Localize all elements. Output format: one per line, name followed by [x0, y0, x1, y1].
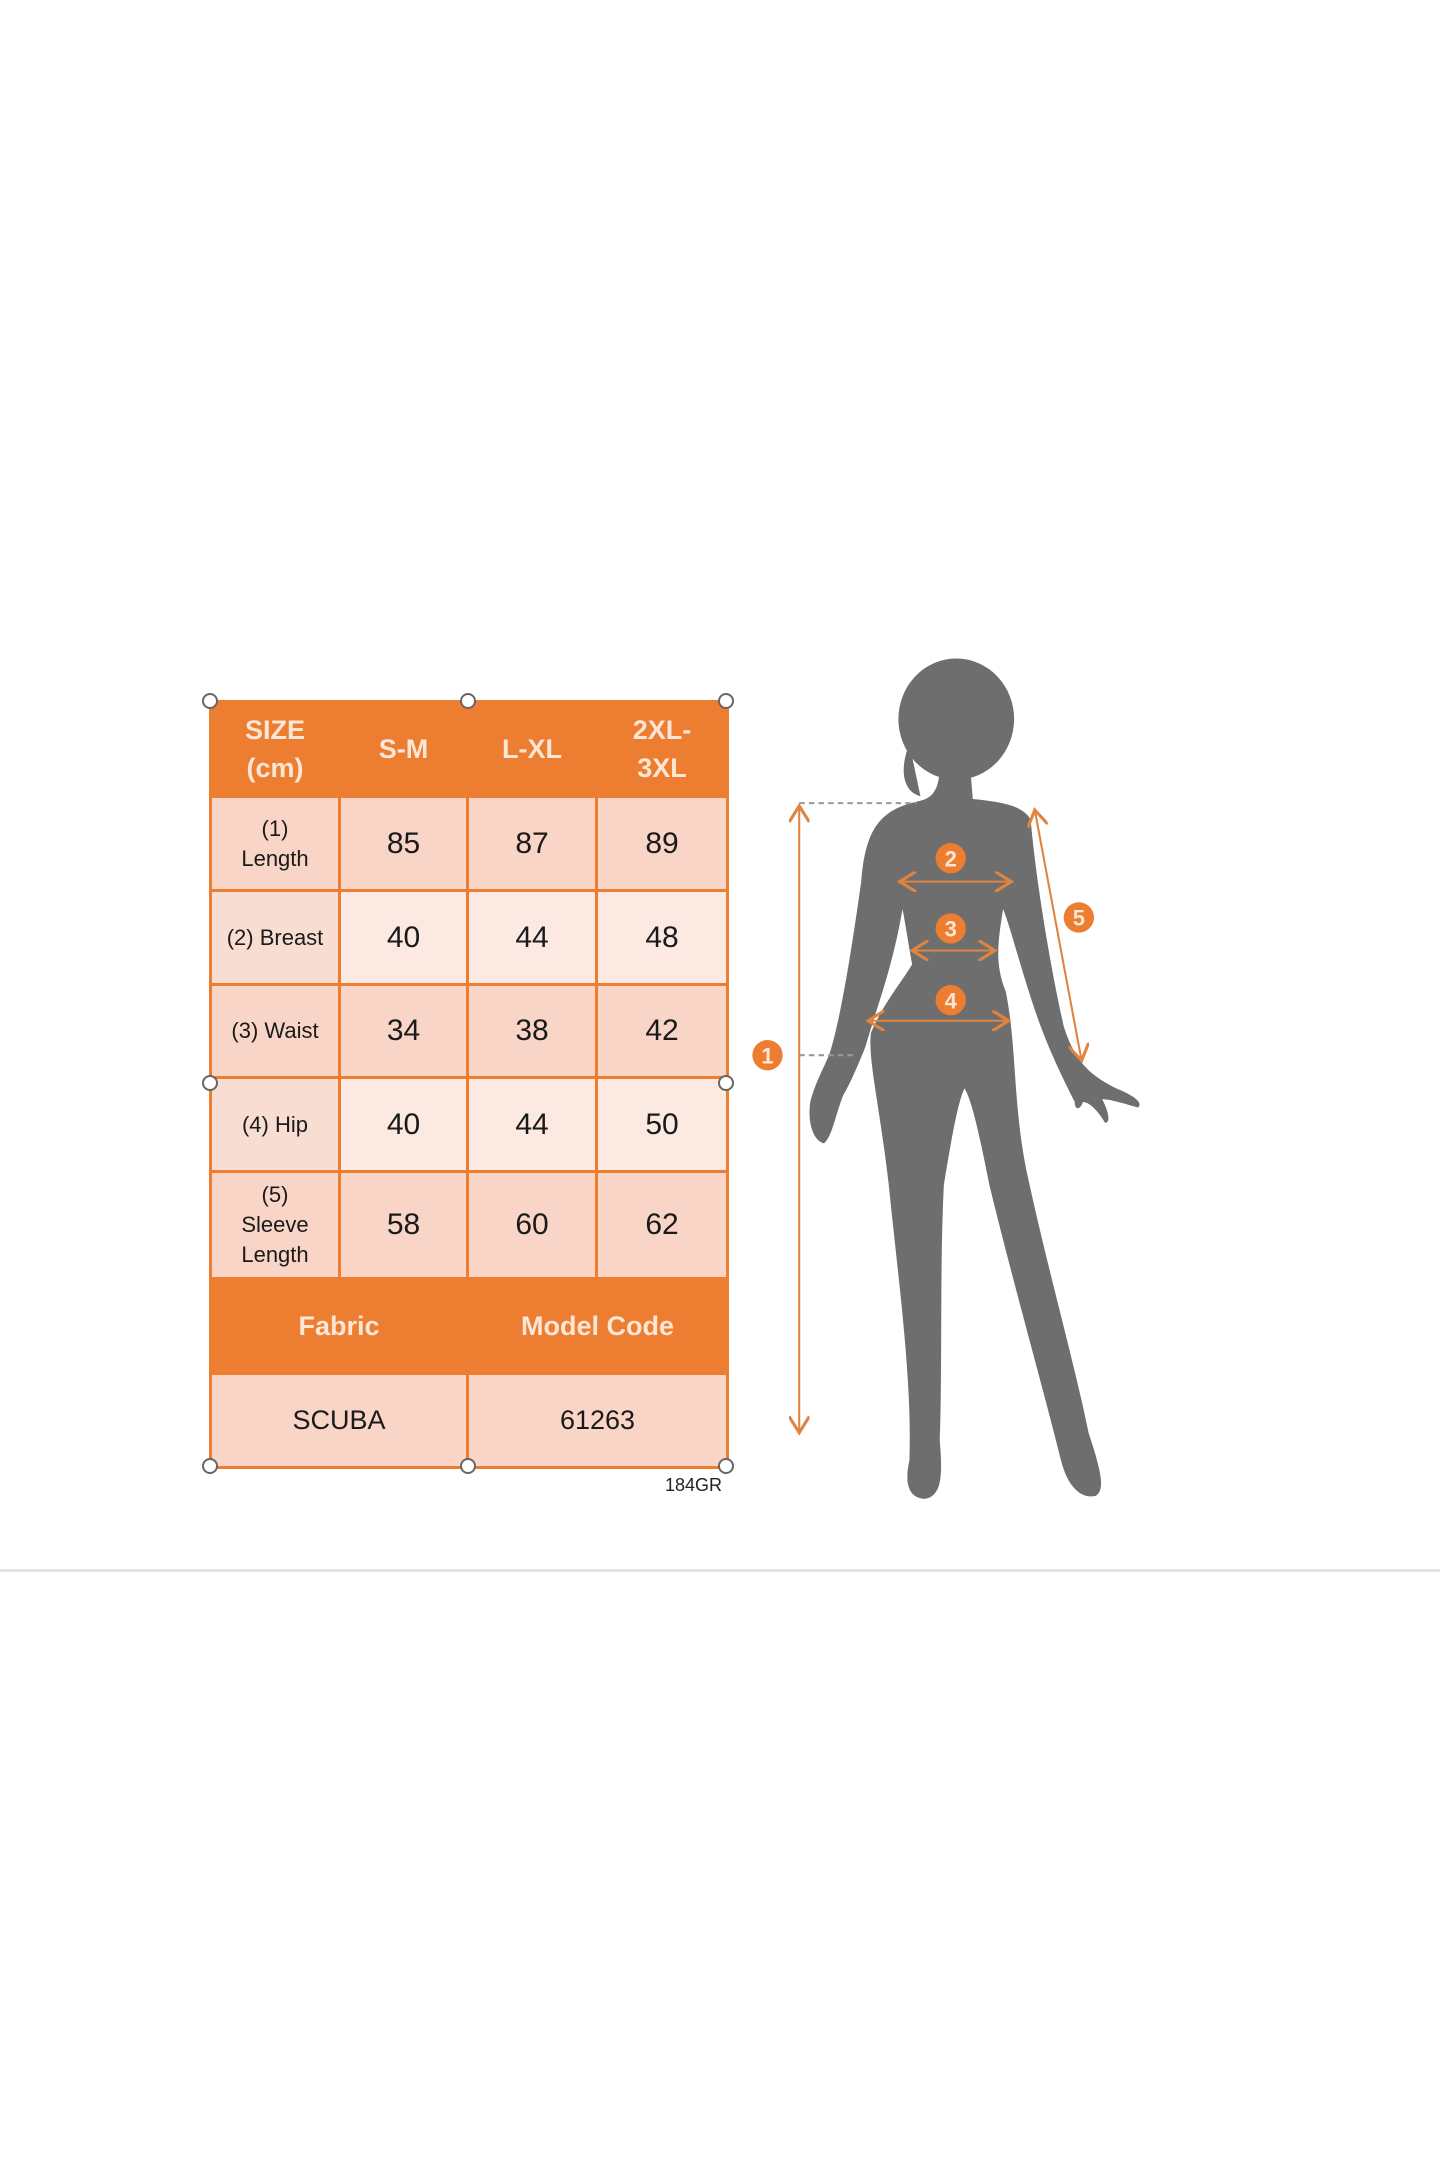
table-row: (5) Sleeve Length 58 60 62: [209, 1170, 729, 1280]
fabric-header: Fabric: [209, 1277, 469, 1375]
table-row: (1) Length 85 87 89: [209, 795, 729, 892]
header-2xl-3xl: 2XL-3XL: [595, 700, 729, 798]
fabric-value: SCUBA: [209, 1372, 469, 1469]
woman-silhouette: [809, 658, 1140, 1499]
model-code-header: Model Code: [466, 1277, 729, 1375]
divider: [0, 1569, 1440, 1572]
table-row: (3) Waist 34 38 42: [209, 983, 729, 1079]
row-label: (2) Breast: [209, 889, 341, 986]
cell: 38: [466, 983, 598, 1079]
cell: 44: [466, 889, 598, 986]
cell: 60: [466, 1170, 598, 1280]
selection-handle[interactable]: [718, 693, 734, 709]
header-text: S-M: [378, 734, 429, 764]
header-l-xl: L-XL: [466, 700, 598, 798]
marker-badge-4: 4: [935, 984, 966, 1016]
selection-handle[interactable]: [202, 1458, 218, 1474]
marker-number: 2: [945, 846, 957, 871]
marker-number: 3: [945, 917, 957, 942]
label-text: Length: [241, 845, 309, 871]
cell: 85: [338, 795, 469, 892]
cell: 89: [595, 795, 729, 892]
marker-badge-1: 1: [752, 1040, 783, 1071]
header-text: L-XL: [502, 734, 562, 764]
footer-header-row: Fabric Model Code: [209, 1277, 729, 1375]
cell: 62: [595, 1170, 729, 1280]
size-chart-table: SIZE (cm) S-M L-XL 2XL-3XL (1) Length 85 8…: [209, 700, 729, 1469]
cell: 42: [595, 983, 729, 1079]
cell: 50: [595, 1076, 729, 1173]
cell: 34: [338, 983, 469, 1079]
table-row: (4) Hip 40 44 50: [209, 1076, 729, 1173]
measurement-lines: [799, 802, 1082, 1433]
marker-number: 5: [1073, 906, 1085, 931]
marker-badge-3: 3: [935, 913, 966, 944]
sleeve-arrow: [1035, 810, 1082, 1061]
model-code-value: 61263: [466, 1372, 729, 1469]
table-row: (2) Breast 40 44 48: [209, 889, 729, 986]
cell: 87: [466, 795, 598, 892]
label-text: (5): [261, 1182, 289, 1207]
row-label: (3) Waist: [209, 983, 341, 1079]
footer-value-row: SCUBA 61263: [209, 1372, 729, 1469]
selection-handle[interactable]: [202, 693, 218, 709]
row-label: (4) Hip: [209, 1076, 341, 1173]
selection-handle[interactable]: [718, 1458, 734, 1474]
product-code: 184GR: [664, 1475, 722, 1495]
header-text: SIZE: [244, 715, 305, 745]
selection-handle[interactable]: [460, 693, 476, 709]
marker-number: 1: [761, 1043, 773, 1068]
selection-handle[interactable]: [202, 1075, 218, 1091]
marker-badge-5: 5: [1063, 902, 1095, 933]
marker-badge-2: 2: [935, 843, 966, 874]
row-label: (5) Sleeve Length: [209, 1170, 341, 1280]
label-text: Length: [241, 1242, 309, 1267]
cell: 48: [595, 889, 729, 986]
cell: 58: [338, 1170, 469, 1280]
header-size: SIZE (cm): [209, 700, 341, 798]
cell: 40: [338, 1076, 469, 1173]
label-text: (1): [261, 815, 289, 841]
selection-handle[interactable]: [460, 1458, 476, 1474]
header-text: 2XL-3XL: [632, 715, 692, 783]
selection-handle[interactable]: [718, 1075, 734, 1091]
marker-number: 4: [945, 988, 958, 1013]
header-row: SIZE (cm) S-M L-XL 2XL-3XL: [209, 700, 729, 798]
header-text: (cm): [246, 753, 304, 783]
header-s-m: S-M: [338, 700, 469, 798]
label-text: Sleeve: [241, 1212, 309, 1237]
cell: 40: [338, 889, 469, 986]
cell: 44: [466, 1076, 598, 1173]
row-label: (1) Length: [209, 795, 341, 892]
